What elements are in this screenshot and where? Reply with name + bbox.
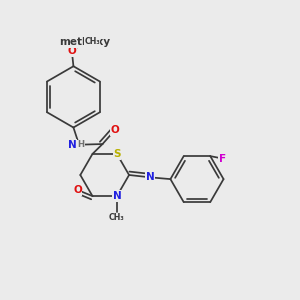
Text: methoxy: methoxy [59, 37, 110, 47]
Text: N: N [68, 140, 76, 150]
Text: H: H [77, 140, 84, 149]
Text: O: O [68, 46, 76, 56]
Text: CH₃: CH₃ [84, 38, 100, 46]
Text: CH₃: CH₃ [109, 213, 125, 222]
Text: O: O [111, 125, 119, 135]
Text: S: S [113, 149, 121, 159]
Text: F: F [219, 154, 226, 164]
Text: N: N [112, 191, 121, 201]
Text: O: O [73, 185, 82, 195]
Text: N: N [146, 172, 154, 182]
